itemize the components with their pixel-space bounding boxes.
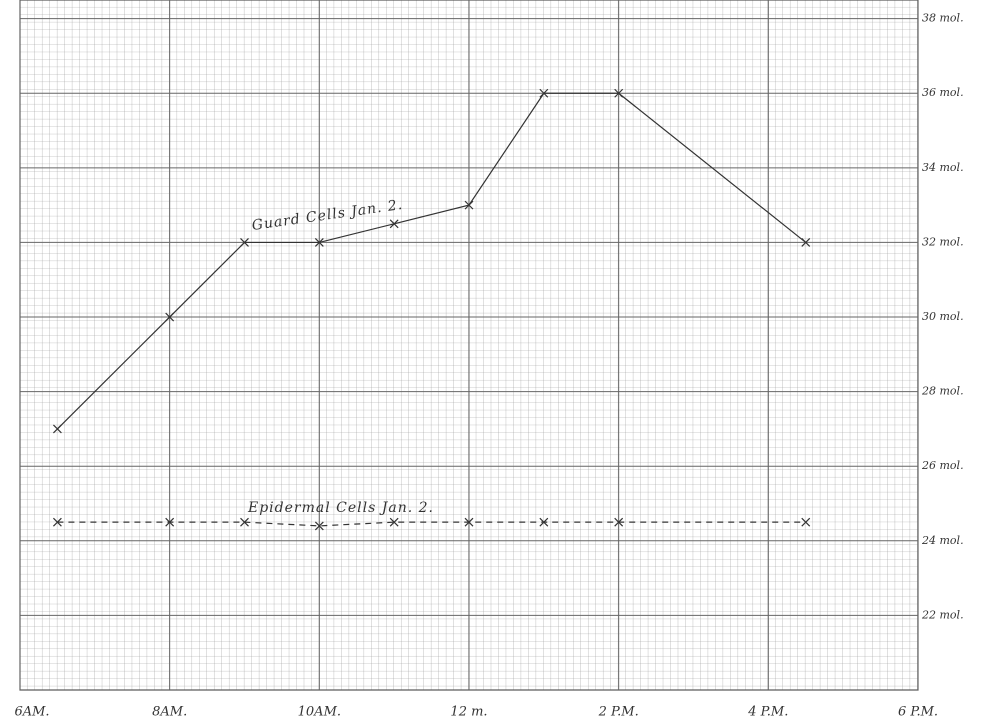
marker: [314, 238, 324, 247]
x-tick-label: 10AM.: [298, 705, 341, 720]
marker: [314, 521, 324, 531]
y-tick-label: 22 mol.: [921, 608, 964, 621]
x-tick-label: 8AM.: [152, 705, 187, 720]
y-tick-label: 24 mol.: [921, 534, 964, 547]
y-tick-label: 28 mol.: [921, 385, 964, 398]
marker: [614, 88, 624, 98]
marker: [539, 517, 549, 527]
marker: [801, 517, 811, 527]
marker: [52, 517, 62, 527]
marker: [240, 517, 249, 527]
x-tick-label: 12 m.: [450, 705, 487, 720]
marker: [464, 517, 474, 527]
marker: [614, 517, 624, 527]
x-tick-label: 6AM.: [14, 705, 49, 720]
marker: [389, 219, 399, 229]
y-tick-label: 38 mol.: [922, 12, 964, 25]
y-tick-label: 34 mol.: [922, 161, 964, 174]
marker: [165, 517, 175, 527]
marker: [539, 88, 549, 98]
series-label: Epidermal Cells Jan. 2.: [247, 500, 434, 516]
line: [57, 521, 806, 527]
marker: [165, 312, 175, 322]
x-tick-label: 2 P.M.: [598, 705, 639, 720]
marker: [464, 200, 474, 210]
y-tick-label: 32 mol.: [922, 235, 964, 248]
marker: [52, 424, 62, 434]
x-tick-label: 6 P.M.: [898, 705, 938, 720]
marker: [801, 238, 811, 247]
marker: [389, 517, 399, 527]
x-tick-label: 4 P.M.: [747, 705, 788, 720]
marker: [240, 238, 249, 247]
y-tick-label: 26 mol.: [921, 459, 964, 472]
y-tick-label: 36 mol.: [922, 86, 964, 99]
y-tick-label: 30 mol.: [922, 310, 964, 323]
